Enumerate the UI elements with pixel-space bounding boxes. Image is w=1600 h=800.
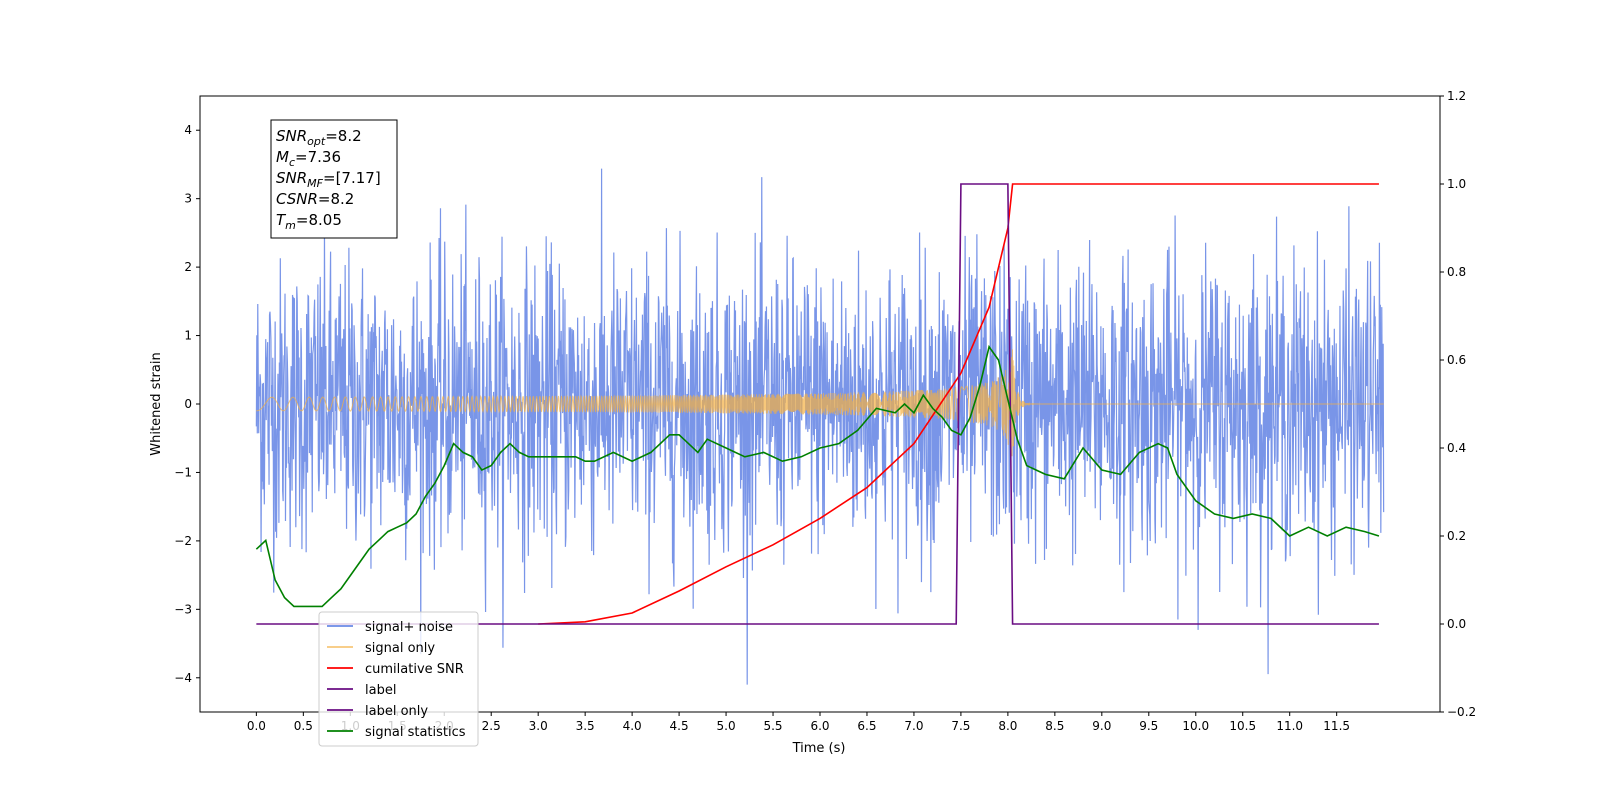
x-tick-label: 0.5 xyxy=(294,719,313,733)
legend-entry: signal statistics xyxy=(365,725,466,740)
x-tick-label: 2.5 xyxy=(482,719,501,733)
y-tick-label: 3 xyxy=(184,192,192,206)
series-label xyxy=(256,183,1379,625)
x-axis-label: Time (s) xyxy=(792,741,846,756)
y-tick-label: −3 xyxy=(174,602,192,616)
legend-entry: cumilative SNR xyxy=(365,662,464,677)
x-tick-label: 7.0 xyxy=(904,719,923,733)
legend-entry: label only xyxy=(365,704,428,719)
x-tick-label: 4.0 xyxy=(623,719,642,733)
x-tick-label: 11.5 xyxy=(1323,719,1350,733)
x-tick-label: 3.0 xyxy=(529,719,548,733)
x-tick-label: 8.0 xyxy=(998,719,1017,733)
x-tick-label: 11.0 xyxy=(1276,719,1303,733)
legend-entry: signal only xyxy=(365,641,435,656)
y-tick-label: −1 xyxy=(174,465,192,479)
x-tick-label: 8.5 xyxy=(1045,719,1064,733)
y2-tick-label: 0.6 xyxy=(1447,353,1466,367)
x-tick-label: 5.0 xyxy=(717,719,736,733)
series-signal-noise xyxy=(255,168,1385,685)
y2-tick-label: 0.4 xyxy=(1447,441,1466,455)
left-axis: 4 3 2 1 0 −1 −2 −3 −4 xyxy=(174,123,200,685)
y2-tick-label: 0.0 xyxy=(1447,617,1466,631)
series-cumulative-snr xyxy=(538,183,1379,625)
x-tick-label: 3.5 xyxy=(576,719,595,733)
legend-entry: signal+ noise xyxy=(365,620,453,635)
x-tick-label: 9.5 xyxy=(1139,719,1158,733)
x-tick-label: 0.0 xyxy=(247,719,266,733)
y2-tick-label: 0.8 xyxy=(1447,265,1466,279)
legend-entry: label xyxy=(365,683,396,698)
x-tick-label: 9.0 xyxy=(1092,719,1111,733)
x-tick-label: 6.5 xyxy=(857,719,876,733)
y-tick-label: −4 xyxy=(174,671,192,685)
annotation-box: SNRopt=8.2 Mc=7.36 SNRMF=[7.17] CSNR=8.2 Tm=… xyxy=(270,119,398,239)
series-signal-statistics xyxy=(255,344,1380,608)
y-tick-label: 2 xyxy=(184,260,192,274)
y2-tick-label: 0.2 xyxy=(1447,529,1466,543)
legend: signal+ noise signal only cumilative SNR la… xyxy=(318,611,479,747)
x-tick-label: 6.0 xyxy=(810,719,829,733)
y-axis-label: Whitened strain xyxy=(149,352,164,455)
x-tick-label: 4.5 xyxy=(670,719,689,733)
x-tick-label: 10.0 xyxy=(1182,719,1209,733)
x-tick-label: 5.5 xyxy=(763,719,782,733)
legend-box xyxy=(318,611,479,747)
y-tick-label: −2 xyxy=(174,534,192,548)
y2-tick-label: 1.0 xyxy=(1447,177,1466,191)
series-signal-only xyxy=(256,349,1384,457)
y2-tick-label: −0.2 xyxy=(1447,705,1476,719)
x-tick-label: 7.5 xyxy=(951,719,970,733)
right-axis: 1.2 1.0 0.8 0.6 0.4 0.2 0.0 −0.2 xyxy=(1440,89,1476,719)
x-tick-label: 10.5 xyxy=(1229,719,1256,733)
y-tick-label: 4 xyxy=(184,123,192,137)
y-tick-label: 0 xyxy=(184,397,192,411)
y2-tick-label: 1.2 xyxy=(1447,89,1466,103)
y-tick-label: 1 xyxy=(184,329,192,343)
